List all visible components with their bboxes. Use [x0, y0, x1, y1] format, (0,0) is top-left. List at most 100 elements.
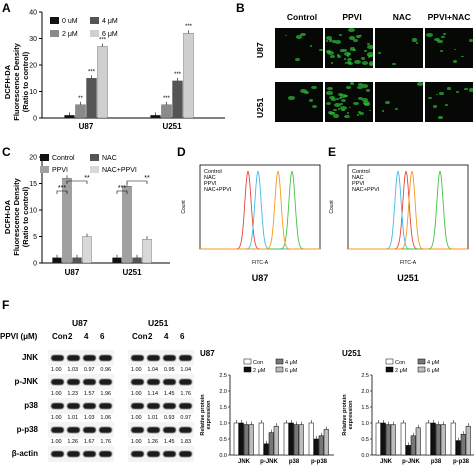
cell-speck	[368, 62, 373, 66]
cell-speck	[339, 105, 347, 110]
cell-speck	[415, 41, 419, 44]
panel-f-bar-ytick-label: 0.5	[219, 437, 227, 443]
blot-band	[67, 379, 80, 385]
panel-f-bar	[385, 424, 391, 456]
panel-b-header-ppvi-nac: PPVI+NAC	[427, 12, 471, 22]
cell-speck	[360, 57, 365, 61]
panel-e-curves	[348, 170, 468, 250]
blot-band	[67, 451, 80, 457]
cell-speck	[354, 60, 361, 65]
panel-a-bars: *****************	[64, 24, 194, 119]
panel-e-frame	[347, 164, 469, 250]
blot-quant-value: 1.00	[50, 367, 62, 373]
blot-quant-value: 1.00	[50, 391, 62, 397]
cell-speck	[341, 98, 347, 102]
blot-quant-value: 0.97	[180, 415, 192, 421]
panel-f-bar-charts: U87 U251 Relative protein expression0.00.…	[200, 349, 474, 465]
cell-speck	[385, 101, 391, 105]
cell-speck	[288, 96, 295, 101]
blot-band	[147, 403, 160, 409]
panel-a-bar	[86, 78, 97, 119]
cell-speck	[358, 97, 364, 101]
cell-speck	[359, 34, 362, 37]
blot-band	[131, 403, 144, 409]
legend-label-control: Control	[52, 155, 75, 162]
panel-f-bar	[243, 424, 249, 456]
blot-quant-value: 1.00	[130, 367, 142, 373]
panel-b-header-control: Control	[286, 12, 318, 22]
cell-speck	[443, 33, 447, 36]
cell-speck	[366, 42, 370, 45]
panel-f-bar-legend-label: 4 μM	[427, 360, 440, 366]
blot-band	[67, 403, 80, 409]
panel-c-significance: **	[144, 175, 150, 182]
panel-a-bar	[75, 104, 86, 119]
panel-c-significance: ***	[58, 185, 66, 192]
panel-b-header-nac: NAC	[392, 12, 412, 22]
panel-f-bar-legend-label: 6 μM	[427, 368, 440, 374]
panel-f-bar-category-label: p-JNK	[402, 459, 420, 465]
cell-speck	[368, 57, 371, 59]
panel-c-ytick-label: 5	[33, 234, 37, 241]
cell-speck	[353, 101, 359, 105]
panel-f-bar-legend-swatch	[275, 358, 284, 365]
panel-c-bar	[82, 236, 92, 264]
panel-f-bar	[430, 422, 436, 456]
panel-f-bar-ytick-label: 1.5	[219, 405, 227, 411]
blot-quant-value: 1.76	[180, 391, 192, 397]
panel-e-xlabel: FITC-A	[400, 260, 417, 266]
cell-speck	[312, 104, 318, 108]
panel-f-bar-title-u87: U87	[200, 349, 215, 358]
panel-f-bar-ytick-label: 2.0	[219, 389, 227, 395]
blot-quant-value: 0.93	[163, 415, 175, 421]
panel-f-bar	[465, 425, 471, 456]
panel-a-xtick-u251: U251	[162, 122, 182, 131]
panel-f-bar-legend-label: Con	[395, 360, 405, 366]
blot-quant-value: 1.00	[50, 415, 62, 421]
lane-label-u251: Con	[132, 332, 148, 341]
panel-d-title: U87	[252, 273, 269, 283]
cell-speck	[311, 85, 317, 90]
blot-quant-value: 1.26	[147, 439, 159, 445]
lane-label-u251: 4	[164, 332, 169, 341]
panel-f-bar-legend-swatch	[275, 366, 284, 373]
cell-speck	[328, 39, 333, 42]
cell-speck	[468, 88, 473, 92]
panel-e-title: U251	[397, 273, 419, 283]
legend-swatch-6um	[90, 30, 99, 37]
cell-speck	[309, 45, 312, 47]
panel-c-bar	[52, 257, 62, 264]
panel-f-bar	[410, 435, 416, 456]
cell-speck	[343, 94, 348, 98]
blot-label-jnk: JNK	[21, 353, 38, 362]
blot-quant-value: 1.83	[180, 439, 192, 445]
cell-speck	[326, 90, 333, 95]
cell-speck	[326, 101, 332, 105]
blot-band	[163, 379, 176, 385]
cell-speck	[349, 82, 354, 85]
cell-speck	[438, 115, 444, 119]
panel-f-bar	[435, 424, 441, 456]
micrograph-u87-ppvi	[325, 28, 373, 68]
cell-speck	[348, 61, 354, 65]
cell-speck	[300, 89, 308, 94]
legend-label-4um: 4 μM	[102, 18, 118, 25]
cell-speck	[417, 82, 423, 87]
blot-quant-value: 1.01	[147, 415, 159, 421]
cell-speck	[346, 53, 350, 56]
panel-f-bar-category-label: p-p38	[311, 459, 328, 465]
panel-f-bar-legend-label: 2 μM	[253, 368, 266, 374]
panel-a-significance: ***	[88, 69, 96, 75]
blot-strip-u87	[48, 350, 114, 366]
panel-f-bar	[400, 422, 406, 456]
lane-label-u87: 2	[68, 332, 73, 341]
panel-c-ytick-label: 10	[29, 208, 37, 215]
lane-label-u87: Con	[52, 332, 68, 341]
panel-c-ytick-label: 0	[33, 261, 37, 268]
cell-speck	[436, 39, 444, 44]
cell-speck	[343, 58, 347, 60]
cell-speck	[349, 47, 356, 51]
cell-speck	[332, 108, 337, 112]
blot-strip-u251	[128, 350, 194, 366]
legend-label-ppvi: PPVI	[52, 167, 68, 174]
